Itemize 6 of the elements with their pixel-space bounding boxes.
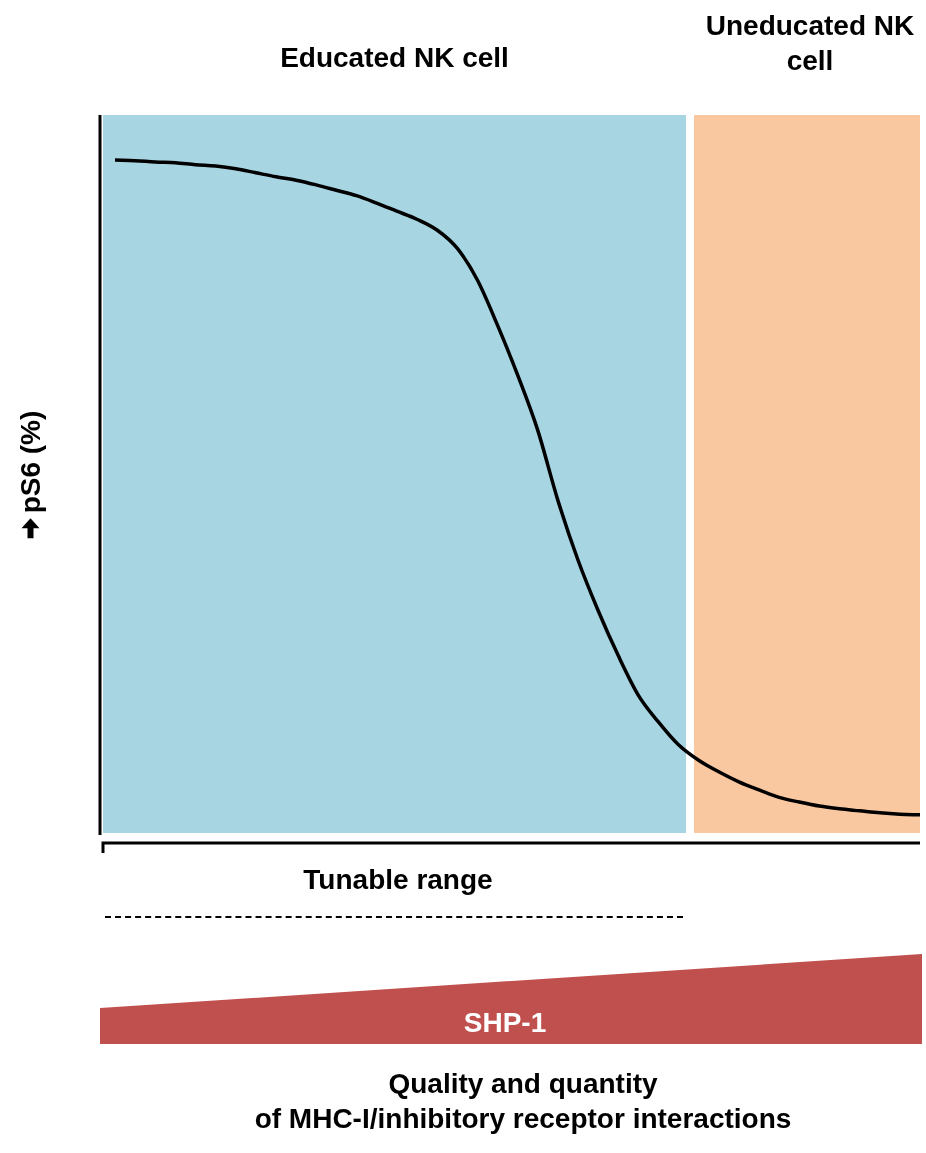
text: Tunable range <box>302 863 494 897</box>
y-axis-title: pS6 (%) <box>13 410 47 514</box>
text: Uneducated NK cell <box>704 9 916 78</box>
text: Quality and quantity of MHC-I/inhibitory receptor interactions <box>253 1067 793 1136</box>
text: Educated NK cell <box>279 41 510 75</box>
text: SHP-1 <box>462 1006 548 1040</box>
